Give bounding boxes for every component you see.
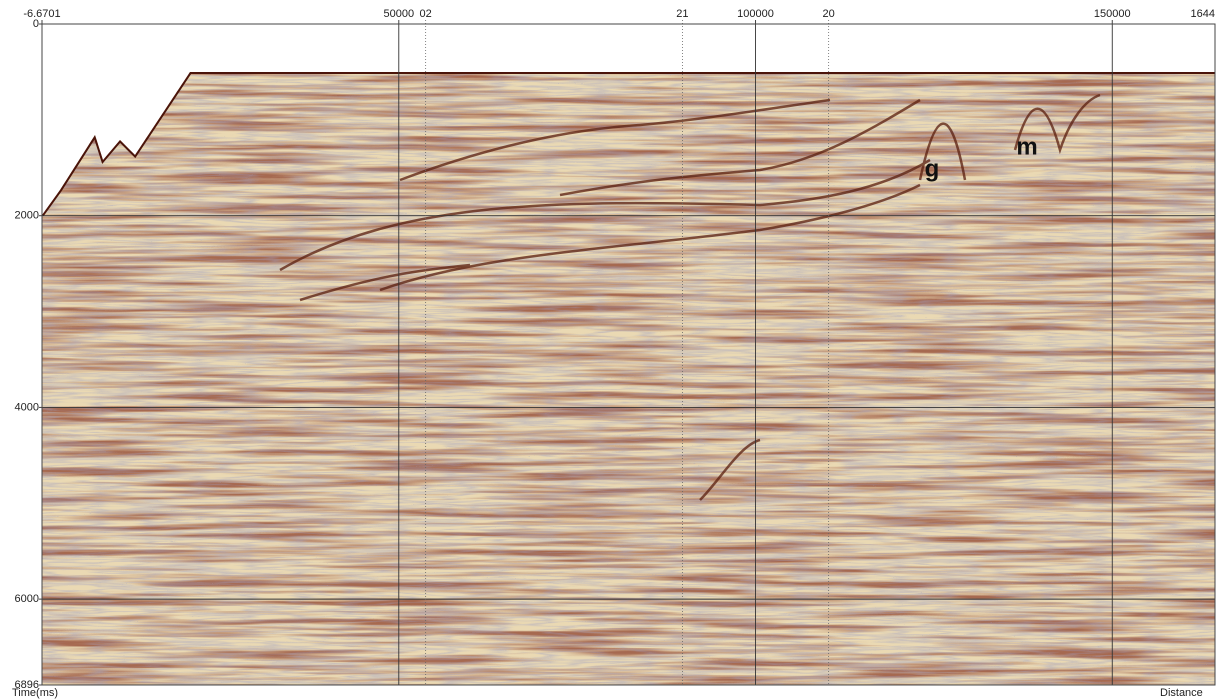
y-axis-label: Time(ms) xyxy=(12,687,58,699)
x-tick-label: 50000 xyxy=(383,8,414,20)
seismic-section xyxy=(42,24,1215,685)
annotation: g xyxy=(925,155,940,182)
x-end-label: 1644 xyxy=(1191,8,1215,20)
y-tick-label: 4000 xyxy=(15,401,39,413)
line-marker-label: 02 xyxy=(420,8,432,20)
annotation: m xyxy=(1016,133,1037,160)
x-tick-label: 100000 xyxy=(737,8,774,20)
chart: 02000400060006896-6.67015000010000015000… xyxy=(0,0,1228,700)
y-tick-label: 6000 xyxy=(15,593,39,605)
x-axis-label: Distance xyxy=(1160,687,1203,699)
y-tick-label: 2000 xyxy=(15,210,39,222)
x-tick-label: -6.6701 xyxy=(23,8,60,20)
line-marker-label: 20 xyxy=(823,8,835,20)
section-texture xyxy=(42,24,1215,685)
line-marker-label: 21 xyxy=(676,8,688,20)
x-tick-label: 150000 xyxy=(1094,8,1131,20)
